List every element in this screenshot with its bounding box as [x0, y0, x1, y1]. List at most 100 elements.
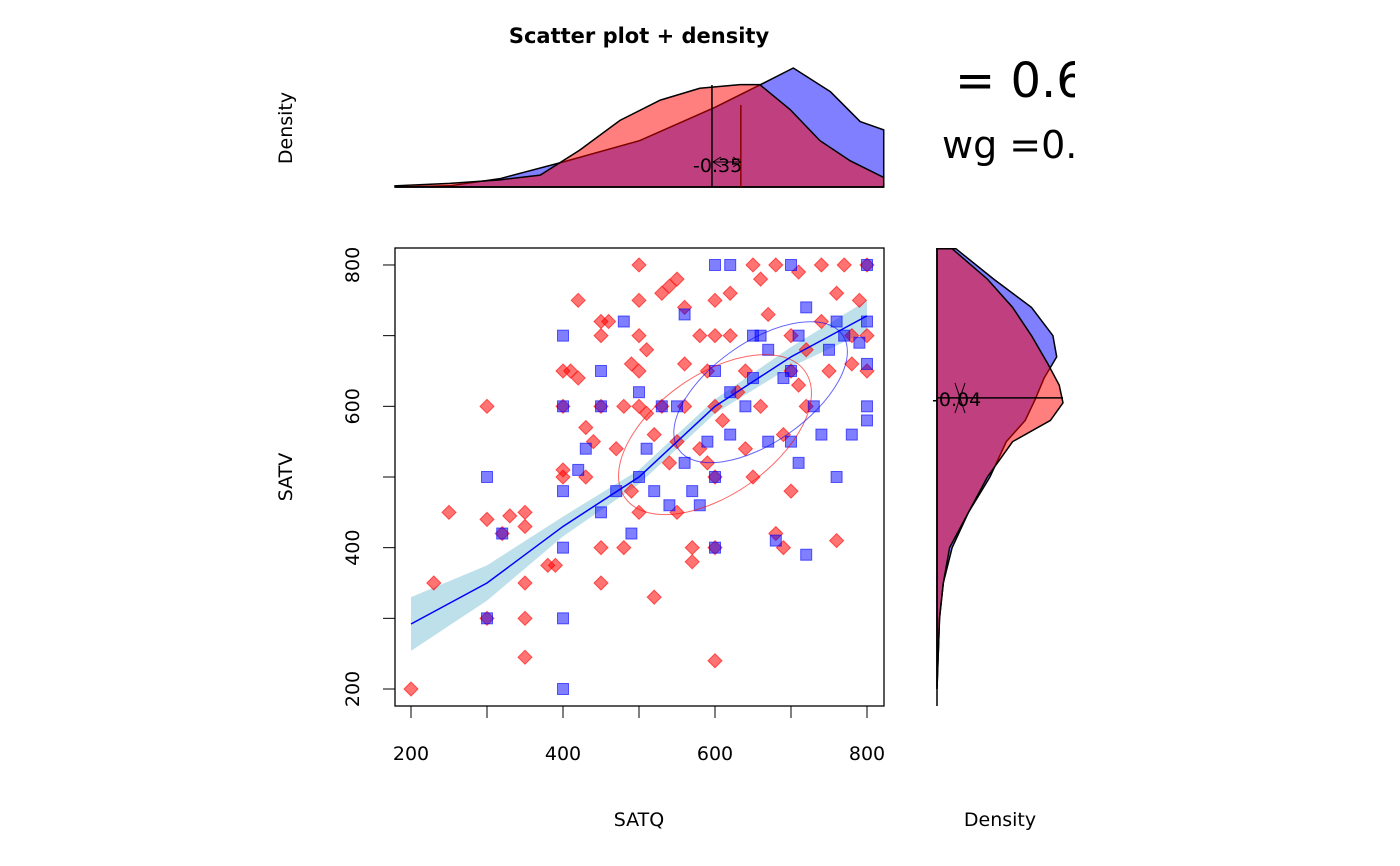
right-density-annotation: -0.04 [932, 389, 981, 411]
point-diamond [737, 441, 754, 457]
point-diamond [684, 539, 700, 556]
x-axis-label: SATQ [614, 809, 665, 831]
point-diamond [669, 271, 685, 287]
point-diamond [426, 575, 442, 591]
point-diamond [593, 327, 609, 344]
point-square [838, 329, 851, 342]
chart-title: Scatter plot + density [509, 24, 770, 48]
point-diamond [638, 342, 655, 358]
point-square [595, 400, 607, 413]
point-square [648, 485, 661, 498]
point-square [663, 499, 676, 512]
point-square [823, 343, 835, 356]
point-diamond [676, 356, 693, 372]
point-square [481, 612, 493, 625]
point-diamond [707, 292, 723, 309]
point-diamond [760, 306, 776, 323]
point-square [724, 428, 737, 441]
point-square [792, 329, 805, 342]
point-diamond [661, 455, 678, 471]
point-square [861, 414, 873, 427]
point-diamond [578, 419, 594, 436]
point-square [861, 400, 873, 413]
point-diamond [616, 539, 632, 556]
point-square [481, 470, 493, 483]
x-tick-label: 800 [849, 743, 885, 765]
point-diamond [722, 327, 738, 344]
point-square [557, 541, 569, 554]
point-diamond [631, 363, 647, 379]
point-diamond [555, 462, 571, 478]
point-square [777, 372, 790, 385]
point-diamond [479, 511, 495, 528]
point-square [633, 386, 645, 399]
point-diamond [631, 504, 647, 521]
point-diamond [517, 610, 533, 627]
point-square [830, 470, 843, 483]
point-square [762, 435, 775, 448]
point-diamond [684, 554, 700, 570]
point-diamond [813, 313, 830, 330]
point-diamond [828, 285, 845, 301]
point-square [557, 683, 569, 695]
point-diamond [547, 557, 564, 574]
point-square [709, 470, 721, 483]
plot-area [403, 257, 875, 697]
point-diamond [517, 504, 533, 521]
top-density-label: Density [275, 92, 297, 164]
ellipse-blue [673, 321, 848, 464]
point-square [807, 400, 820, 413]
fit-line [410, 315, 868, 625]
point-square [595, 506, 607, 519]
arrow [954, 382, 966, 414]
point-diamond [828, 532, 845, 549]
point-diamond [714, 412, 731, 429]
right-density-panel [936, 247, 1064, 706]
point-diamond [745, 469, 761, 485]
top-density-panel [394, 67, 885, 188]
y-tick-label: 800 [342, 247, 364, 283]
point-square [739, 400, 752, 413]
point-square [861, 258, 873, 271]
point-diamond [593, 575, 609, 591]
density-red [936, 247, 1064, 690]
point-square [792, 456, 805, 469]
point-square [815, 428, 828, 441]
x-tick-label: 400 [545, 743, 581, 765]
point-square [853, 336, 866, 349]
y-tick-label: 600 [342, 388, 364, 424]
arrow [712, 156, 742, 168]
stat-text-2: wg =0.6 [942, 123, 1102, 167]
point-square [800, 301, 813, 314]
point-diamond [707, 653, 723, 669]
y-tick-label: 200 [342, 671, 364, 707]
point-diamond [479, 398, 495, 415]
axes: 200 400 600 800 200 400 600 800 [342, 156, 966, 765]
point-diamond [570, 370, 586, 386]
point-diamond [821, 363, 837, 379]
point-square [557, 400, 569, 413]
point-square [625, 527, 638, 540]
point-diamond [783, 483, 799, 499]
point-square [686, 485, 699, 498]
point-square [671, 400, 683, 413]
scatter-panel [394, 247, 885, 707]
right-density-label: Density [964, 809, 1036, 831]
top-density-annotation: -0.35 [693, 155, 742, 177]
point-square [769, 534, 782, 547]
point-square [693, 499, 706, 512]
point-diamond [593, 539, 609, 556]
point-diamond [441, 504, 457, 521]
point-square [845, 428, 858, 441]
point-diamond [502, 508, 518, 524]
point-diamond [638, 405, 655, 422]
point-diamond [813, 257, 830, 273]
point-diamond [844, 356, 860, 372]
point-square [617, 315, 630, 328]
point-square [655, 400, 668, 413]
point-square [709, 541, 721, 554]
point-diamond [752, 271, 769, 287]
point-diamond [851, 292, 868, 309]
stat-text-1: = 0.6 [955, 53, 1087, 109]
point-square [579, 442, 592, 455]
